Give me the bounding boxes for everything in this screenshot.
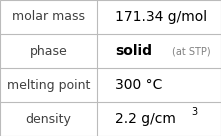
Text: melting point: melting point bbox=[7, 78, 90, 92]
Text: density: density bbox=[26, 112, 72, 126]
Text: 171.34 g/mol: 171.34 g/mol bbox=[115, 10, 207, 24]
Text: solid: solid bbox=[115, 44, 152, 58]
Text: molar mass: molar mass bbox=[12, 10, 85, 24]
Text: 3: 3 bbox=[191, 106, 197, 117]
Text: phase: phase bbox=[30, 44, 67, 58]
Text: 300 °C: 300 °C bbox=[115, 78, 162, 92]
Text: (at STP): (at STP) bbox=[172, 46, 211, 56]
Text: 2.2 g/cm: 2.2 g/cm bbox=[115, 112, 176, 126]
